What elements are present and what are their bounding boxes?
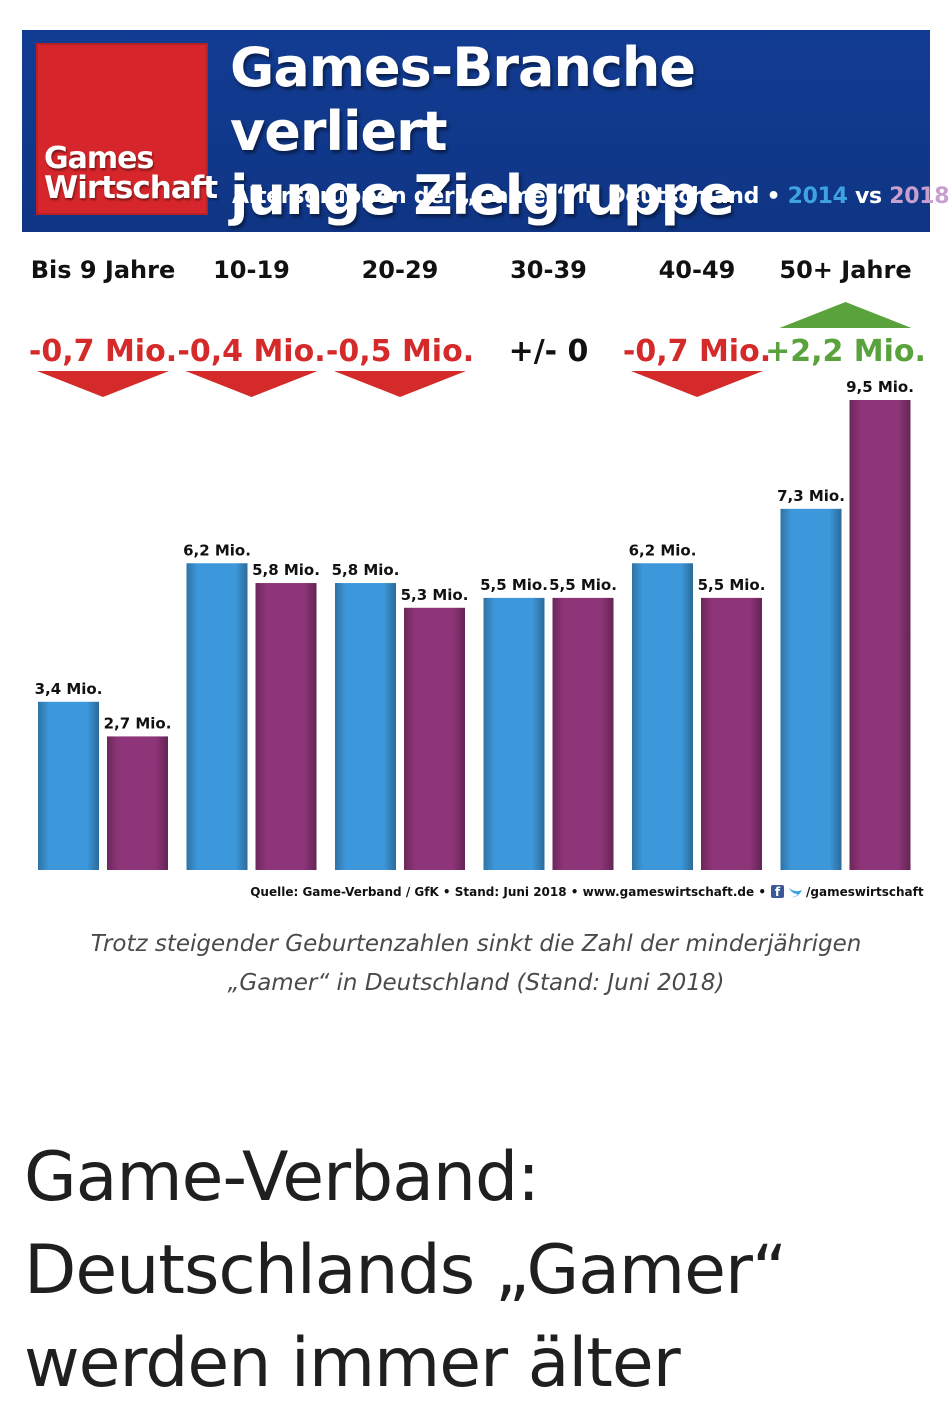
value-label: 9,5 Mio. xyxy=(846,378,914,396)
bar-2014 xyxy=(632,563,693,870)
category-label: Bis 9 Jahre xyxy=(31,256,176,284)
change-label: +2,2 Mio. xyxy=(765,334,926,369)
chart-banner: Games Wirtschaft Games-Branche verliert … xyxy=(22,30,950,232)
bar-2018 xyxy=(849,400,911,870)
value-label: 6,2 Mio. xyxy=(183,541,251,559)
change-label: +/- 0 xyxy=(509,334,589,369)
facebook-icon xyxy=(771,885,784,898)
value-label: 5,5 Mio. xyxy=(480,576,548,594)
chart-subtitle: Altersgruppen der „Gamer“ in Deutschland… xyxy=(232,184,950,209)
value-label: 7,3 Mio. xyxy=(777,487,845,505)
logo-text-wirtschaft: Wirtschaft xyxy=(44,170,218,206)
article-title: Game-Verband: Deutschlands „Gamer“ werde… xyxy=(24,1131,934,1410)
twitter-icon xyxy=(789,888,802,898)
gameswirtschaft-logo[interactable]: Games Wirtschaft xyxy=(36,43,218,215)
category-label: 20-29 xyxy=(362,256,439,284)
bar-2014 xyxy=(38,701,99,870)
article-title-line-3: werden immer älter xyxy=(24,1323,681,1403)
article-title-line-1: Game-Verband: xyxy=(24,1137,540,1217)
headline-line-2: junge Zielgruppe xyxy=(230,164,735,227)
bar-2018 xyxy=(107,736,168,870)
source-text: Quelle: Game-Verband / GfK • Stand: Juni… xyxy=(250,885,766,899)
facebook-icon-glyph: f xyxy=(775,885,781,899)
up-arrow-icon xyxy=(779,302,912,328)
value-label: 5,8 Mio. xyxy=(252,561,320,579)
logo-text-games: Games xyxy=(44,141,154,176)
down-arrow-icon xyxy=(334,371,466,397)
bar-chart-svg: Bis 9 Jahre -0,7 Mio. 3,4 Mio.2,7 Mio. 10-1… xyxy=(29,256,926,899)
category-label: 40-49 xyxy=(659,256,736,284)
subtitle-year-2014: 2014 xyxy=(787,184,848,209)
article-title-line-2: Deutschlands „Gamer“ xyxy=(24,1230,787,1310)
change-label: -0,4 Mio. xyxy=(177,334,325,369)
value-label: 5,5 Mio. xyxy=(698,576,766,594)
value-label: 5,3 Mio. xyxy=(401,586,469,604)
image-caption: Trotz steigender Geburtenzahlen sinkt di… xyxy=(40,925,912,1003)
down-arrow-icon xyxy=(185,371,318,397)
subtitle-vs: vs xyxy=(855,184,882,209)
down-arrow-icon xyxy=(631,371,763,397)
bar-2014 xyxy=(186,563,248,870)
value-label: 6,2 Mio. xyxy=(629,541,697,559)
change-label: -0,7 Mio. xyxy=(623,334,771,369)
headline-line-1: Games-Branche verliert xyxy=(230,36,696,163)
bar-2014 xyxy=(483,597,545,870)
bar-2018 xyxy=(255,583,317,870)
bar-chart: Bis 9 Jahre -0,7 Mio. 3,4 Mio. 2,7 Mio. 10-1… xyxy=(0,240,952,912)
bar-2018 xyxy=(701,597,762,870)
value-label: 2,7 Mio. xyxy=(104,714,172,732)
change-label: -0,7 Mio. xyxy=(29,334,177,369)
value-label: 5,8 Mio. xyxy=(332,561,400,579)
bar-2018 xyxy=(552,597,614,870)
caption-line-1: Trotz steigender Geburtenzahlen sinkt di… xyxy=(90,931,862,957)
change-label: -0,5 Mio. xyxy=(326,334,474,369)
source-handle: /gameswirtschaft xyxy=(806,885,924,899)
chart-headline: Games-Branche verliert junge Zielgruppe xyxy=(230,36,920,228)
category-label: 50+ Jahre xyxy=(779,256,911,284)
caption-line-2: „Gamer“ in Deutschland (Stand: Juni 2018… xyxy=(227,970,725,996)
category-label: 10-19 xyxy=(213,256,290,284)
bar-2018 xyxy=(404,607,465,870)
value-label: 3,4 Mio. xyxy=(35,680,103,698)
subtitle-prefix: Altersgruppen der „Gamer“ in Deutschland… xyxy=(232,184,781,209)
bar-2014 xyxy=(780,508,842,870)
bar-2014 xyxy=(335,583,396,870)
value-label: 5,5 Mio. xyxy=(549,576,617,594)
down-arrow-icon xyxy=(37,371,169,397)
category-label: 30-39 xyxy=(510,256,587,284)
subtitle-year-2018: 2018 xyxy=(889,184,950,209)
